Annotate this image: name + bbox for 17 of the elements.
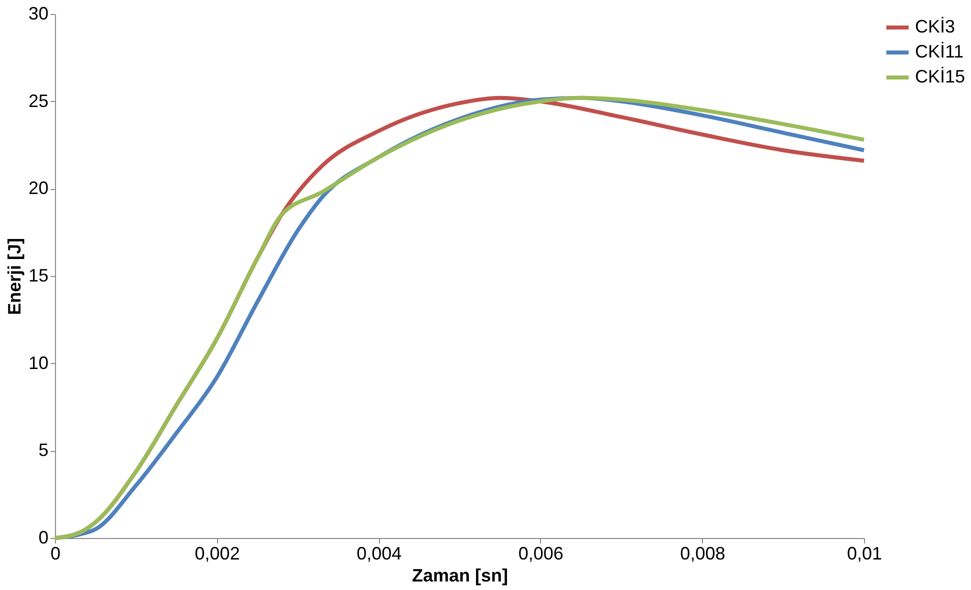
y-tick-label: 10 xyxy=(28,352,48,373)
legend-label: CKİ15 xyxy=(915,66,966,86)
y-tick-label: 15 xyxy=(28,266,48,286)
y-tick-label: 5 xyxy=(38,440,48,460)
x-axis-title: Zaman [sn] xyxy=(412,566,508,586)
y-tick-label: 25 xyxy=(28,90,48,111)
legend-label: CKİ3 xyxy=(915,16,956,36)
y-axis-title: Enerji [J] xyxy=(4,238,24,316)
y-tick-label: 0 xyxy=(38,528,48,548)
x-tick-label: 0,01 xyxy=(846,544,882,564)
y-tick-label: 20 xyxy=(28,178,48,198)
legend-label: CKİ11 xyxy=(915,42,964,62)
y-tick-label: 30 xyxy=(28,4,48,24)
x-tick-label: 0,006 xyxy=(518,544,564,564)
x-tick-label: 0,004 xyxy=(356,544,402,564)
x-tick-label: 0,008 xyxy=(680,544,726,564)
x-tick-label: 0,002 xyxy=(194,544,240,564)
